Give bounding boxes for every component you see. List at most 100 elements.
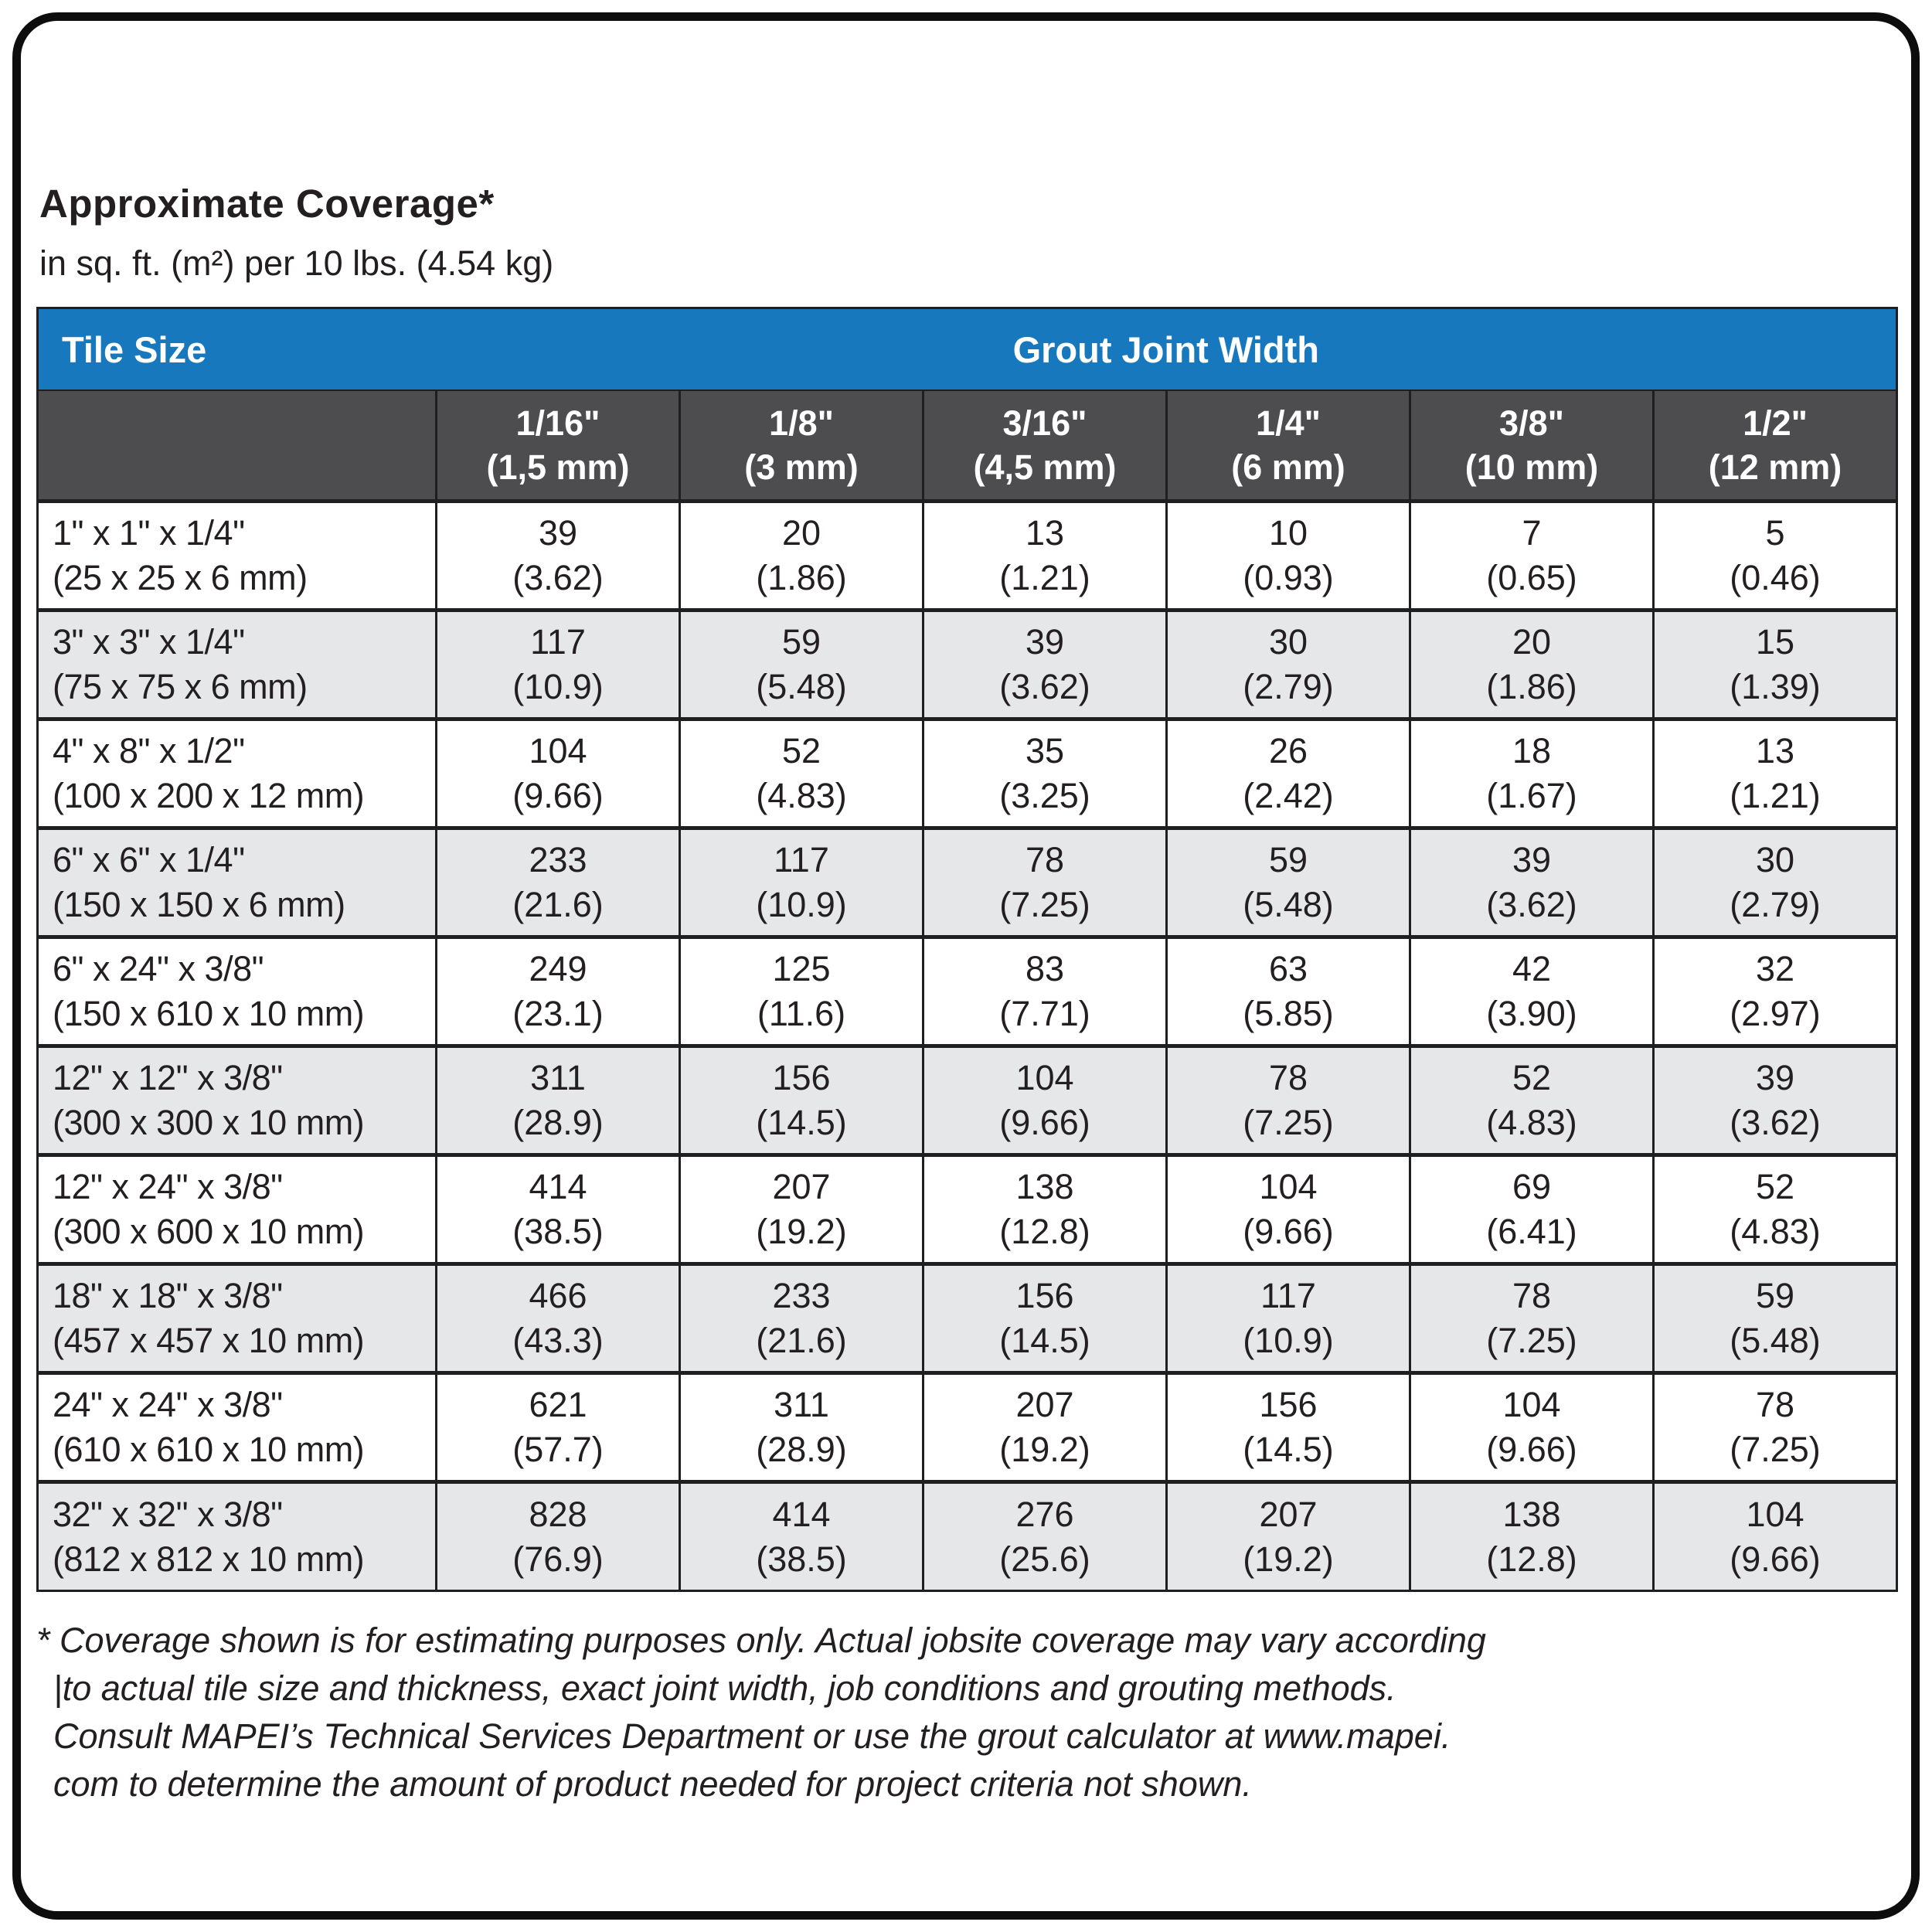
coverage-cell: 156 (14.5) — [922, 1262, 1167, 1373]
coverage-cell: 138 (12.8) — [922, 1153, 1167, 1264]
coverage-cell: 13 (1.21) — [922, 499, 1167, 611]
tile-size-cell: 32" x 32" x 3/8" (812 x 812 x 10 mm) — [37, 1480, 437, 1591]
coverage-cell: 828 (76.9) — [435, 1480, 680, 1591]
coverage-cell: 104 (9.66) — [1165, 1153, 1410, 1264]
coverage-cell: 83 (7.71) — [922, 935, 1167, 1046]
grout-joint-width-header: Grout Joint Width — [436, 308, 1897, 390]
coverage-cell: 156 (14.5) — [1165, 1371, 1410, 1482]
coverage-cell: 7 (0.65) — [1409, 499, 1654, 611]
table-row: 12" x 12" x 3/8" (300 x 300 x 10 mm) 311 (2… — [37, 1044, 1897, 1155]
coverage-cell: 35 (3.25) — [922, 717, 1167, 828]
footnote-line: * Coverage shown is for estimating purpo… — [36, 1621, 1486, 1660]
tile-size-cell: 18" x 18" x 3/8" (457 x 457 x 10 mm) — [37, 1262, 437, 1373]
tile-size-cell: 12" x 12" x 3/8" (300 x 300 x 10 mm) — [37, 1044, 437, 1155]
tile-size-cell: 3" x 3" x 1/4" (75 x 75 x 6 mm) — [37, 608, 437, 719]
coverage-cell: 249 (23.1) — [435, 935, 680, 1046]
footnote: * Coverage shown is for estimating purpo… — [36, 1617, 1896, 1808]
tile-size-cell: 24" x 24" x 3/8" (610 x 610 x 10 mm) — [37, 1371, 437, 1482]
coverage-cell: 125 (11.6) — [679, 935, 923, 1046]
coverage-cell: 156 (14.5) — [679, 1044, 923, 1155]
coverage-cell: 207 (19.2) — [679, 1153, 923, 1264]
tile-size-cell: 12" x 24" x 3/8" (300 x 600 x 10 mm) — [37, 1153, 437, 1264]
coverage-cell: 104 (9.66) — [435, 717, 680, 828]
footnote-line: com to determine the amount of product n… — [53, 1764, 1252, 1804]
coverage-cell: 52 (4.83) — [1651, 1153, 1897, 1264]
coverage-cell: 20 (1.86) — [679, 499, 923, 611]
coverage-cell: 104 (9.66) — [922, 1044, 1167, 1155]
coverage-sheet: Approximate Coverage* in sq. ft. (m²) pe… — [36, 0, 1899, 1808]
grout-width-column-header: 3/16" (4,5 mm) — [922, 389, 1167, 502]
coverage-cell: 63 (5.85) — [1165, 935, 1410, 1046]
table-header-row: Tile Size Grout Joint Width — [37, 308, 1897, 390]
coverage-cell: 78 (7.25) — [1651, 1371, 1897, 1482]
coverage-cell: 32 (2.97) — [1651, 935, 1897, 1046]
coverage-cell: 207 (19.2) — [1165, 1480, 1410, 1591]
coverage-cell: 30 (2.79) — [1165, 608, 1410, 719]
coverage-cell: 78 (7.25) — [1165, 1044, 1410, 1155]
table-row: 6" x 24" x 3/8" (150 x 610 x 10 mm) 249 (23… — [37, 935, 1897, 1046]
coverage-cell: 138 (12.8) — [1409, 1480, 1654, 1591]
coverage-cell: 311 (28.9) — [435, 1044, 680, 1155]
coverage-cell: 20 (1.86) — [1409, 608, 1654, 719]
coverage-cell: 59 (5.48) — [679, 608, 923, 719]
table-row: 6" x 6" x 1/4" (150 x 150 x 6 mm) 233 (21.6… — [37, 826, 1897, 937]
page-title: Approximate Coverage* — [39, 182, 495, 226]
table-row: 1" x 1" x 1/4" (25 x 25 x 6 mm) 39 (3.62) 20… — [37, 499, 1897, 611]
coverage-cell: 117 (10.9) — [679, 826, 923, 937]
coverage-cell: 39 (3.62) — [1409, 826, 1654, 937]
grout-width-column-header: 1/2" (12 mm) — [1651, 389, 1897, 502]
coverage-cell: 78 (7.25) — [922, 826, 1167, 937]
coverage-cell: 276 (25.6) — [922, 1480, 1167, 1591]
coverage-cell: 69 (6.41) — [1409, 1153, 1654, 1264]
footnote-line: Consult MAPEI’s Technical Services Depar… — [53, 1716, 1451, 1756]
coverage-cell: 104 (9.66) — [1409, 1371, 1654, 1482]
coverage-cell: 42 (3.90) — [1409, 935, 1654, 1046]
page-subtitle: in sq. ft. (m²) per 10 lbs. (4.54 kg) — [39, 243, 554, 283]
coverage-cell: 52 (4.83) — [1409, 1044, 1654, 1155]
grout-width-column-header: 1/16" (1,5 mm) — [435, 389, 680, 502]
column-header-row: 1/16" (1,5 mm) 1/8" (3 mm) 3/16" (4,5 mm) 1/4"… — [37, 389, 1897, 502]
coverage-cell: 15 (1.39) — [1651, 608, 1897, 719]
coverage-cell: 104 (9.66) — [1651, 1480, 1897, 1591]
coverage-cell: 621 (57.7) — [435, 1371, 680, 1482]
coverage-cell: 39 (3.62) — [1651, 1044, 1897, 1155]
coverage-cell: 117 (10.9) — [1165, 1262, 1410, 1373]
coverage-table: Tile Size Grout Joint Width 1/16" (1,5 mm… — [36, 307, 1899, 1592]
grout-width-column-header: 1/4" (6 mm) — [1165, 389, 1410, 502]
coverage-cell: 117 (10.9) — [435, 608, 680, 719]
coverage-cell: 59 (5.48) — [1651, 1262, 1897, 1373]
coverage-cell: 466 (43.3) — [435, 1262, 680, 1373]
tile-size-cell: 6" x 6" x 1/4" (150 x 150 x 6 mm) — [37, 826, 437, 937]
tile-size-cell: 1" x 1" x 1/4" (25 x 25 x 6 mm) — [37, 499, 437, 611]
coverage-cell: 39 (3.62) — [435, 499, 680, 611]
table-row: 18" x 18" x 3/8" (457 x 457 x 10 mm) 466 (4… — [37, 1262, 1897, 1373]
grout-width-column-header: 1/8" (3 mm) — [679, 389, 923, 502]
table-row: 32" x 32" x 3/8" (812 x 812 x 10 mm) 828 (7… — [37, 1480, 1897, 1591]
coverage-cell: 39 (3.62) — [922, 608, 1167, 719]
grout-width-column-header: 3/8" (10 mm) — [1409, 389, 1654, 502]
tile-size-cell: 4" x 8" x 1/2" (100 x 200 x 12 mm) — [37, 717, 437, 828]
footnote-line: |to actual tile size and thickness, exac… — [53, 1668, 1396, 1708]
table-row: 4" x 8" x 1/2" (100 x 200 x 12 mm) 104 (9.6… — [37, 717, 1897, 828]
coverage-cell: 59 (5.48) — [1165, 826, 1410, 937]
coverage-cell: 18 (1.67) — [1409, 717, 1654, 828]
coverage-cell: 52 (4.83) — [679, 717, 923, 828]
coverage-cell: 10 (0.93) — [1165, 499, 1410, 611]
coverage-cell: 311 (28.9) — [679, 1371, 923, 1482]
tile-size-cell: 6" x 24" x 3/8" (150 x 610 x 10 mm) — [37, 935, 437, 1046]
table-row: 24" x 24" x 3/8" (610 x 610 x 10 mm) 621 (5… — [37, 1371, 1897, 1482]
coverage-cell: 414 (38.5) — [679, 1480, 923, 1591]
tile-size-header: Tile Size — [37, 308, 437, 390]
empty-header-cell — [37, 389, 437, 502]
coverage-cell: 78 (7.25) — [1409, 1262, 1654, 1373]
coverage-cell: 13 (1.21) — [1651, 717, 1897, 828]
coverage-cell: 5 (0.46) — [1651, 499, 1897, 611]
table-row: 3" x 3" x 1/4" (75 x 75 x 6 mm) 117 (10.9) 5… — [37, 608, 1897, 719]
coverage-cell: 207 (19.2) — [922, 1371, 1167, 1482]
coverage-cell: 26 (2.42) — [1165, 717, 1410, 828]
table-row: 12" x 24" x 3/8" (300 x 600 x 10 mm) 414 (3… — [37, 1153, 1897, 1264]
coverage-cell: 414 (38.5) — [435, 1153, 680, 1264]
coverage-cell: 30 (2.79) — [1651, 826, 1897, 937]
coverage-cell: 233 (21.6) — [679, 1262, 923, 1373]
coverage-cell: 233 (21.6) — [435, 826, 680, 937]
